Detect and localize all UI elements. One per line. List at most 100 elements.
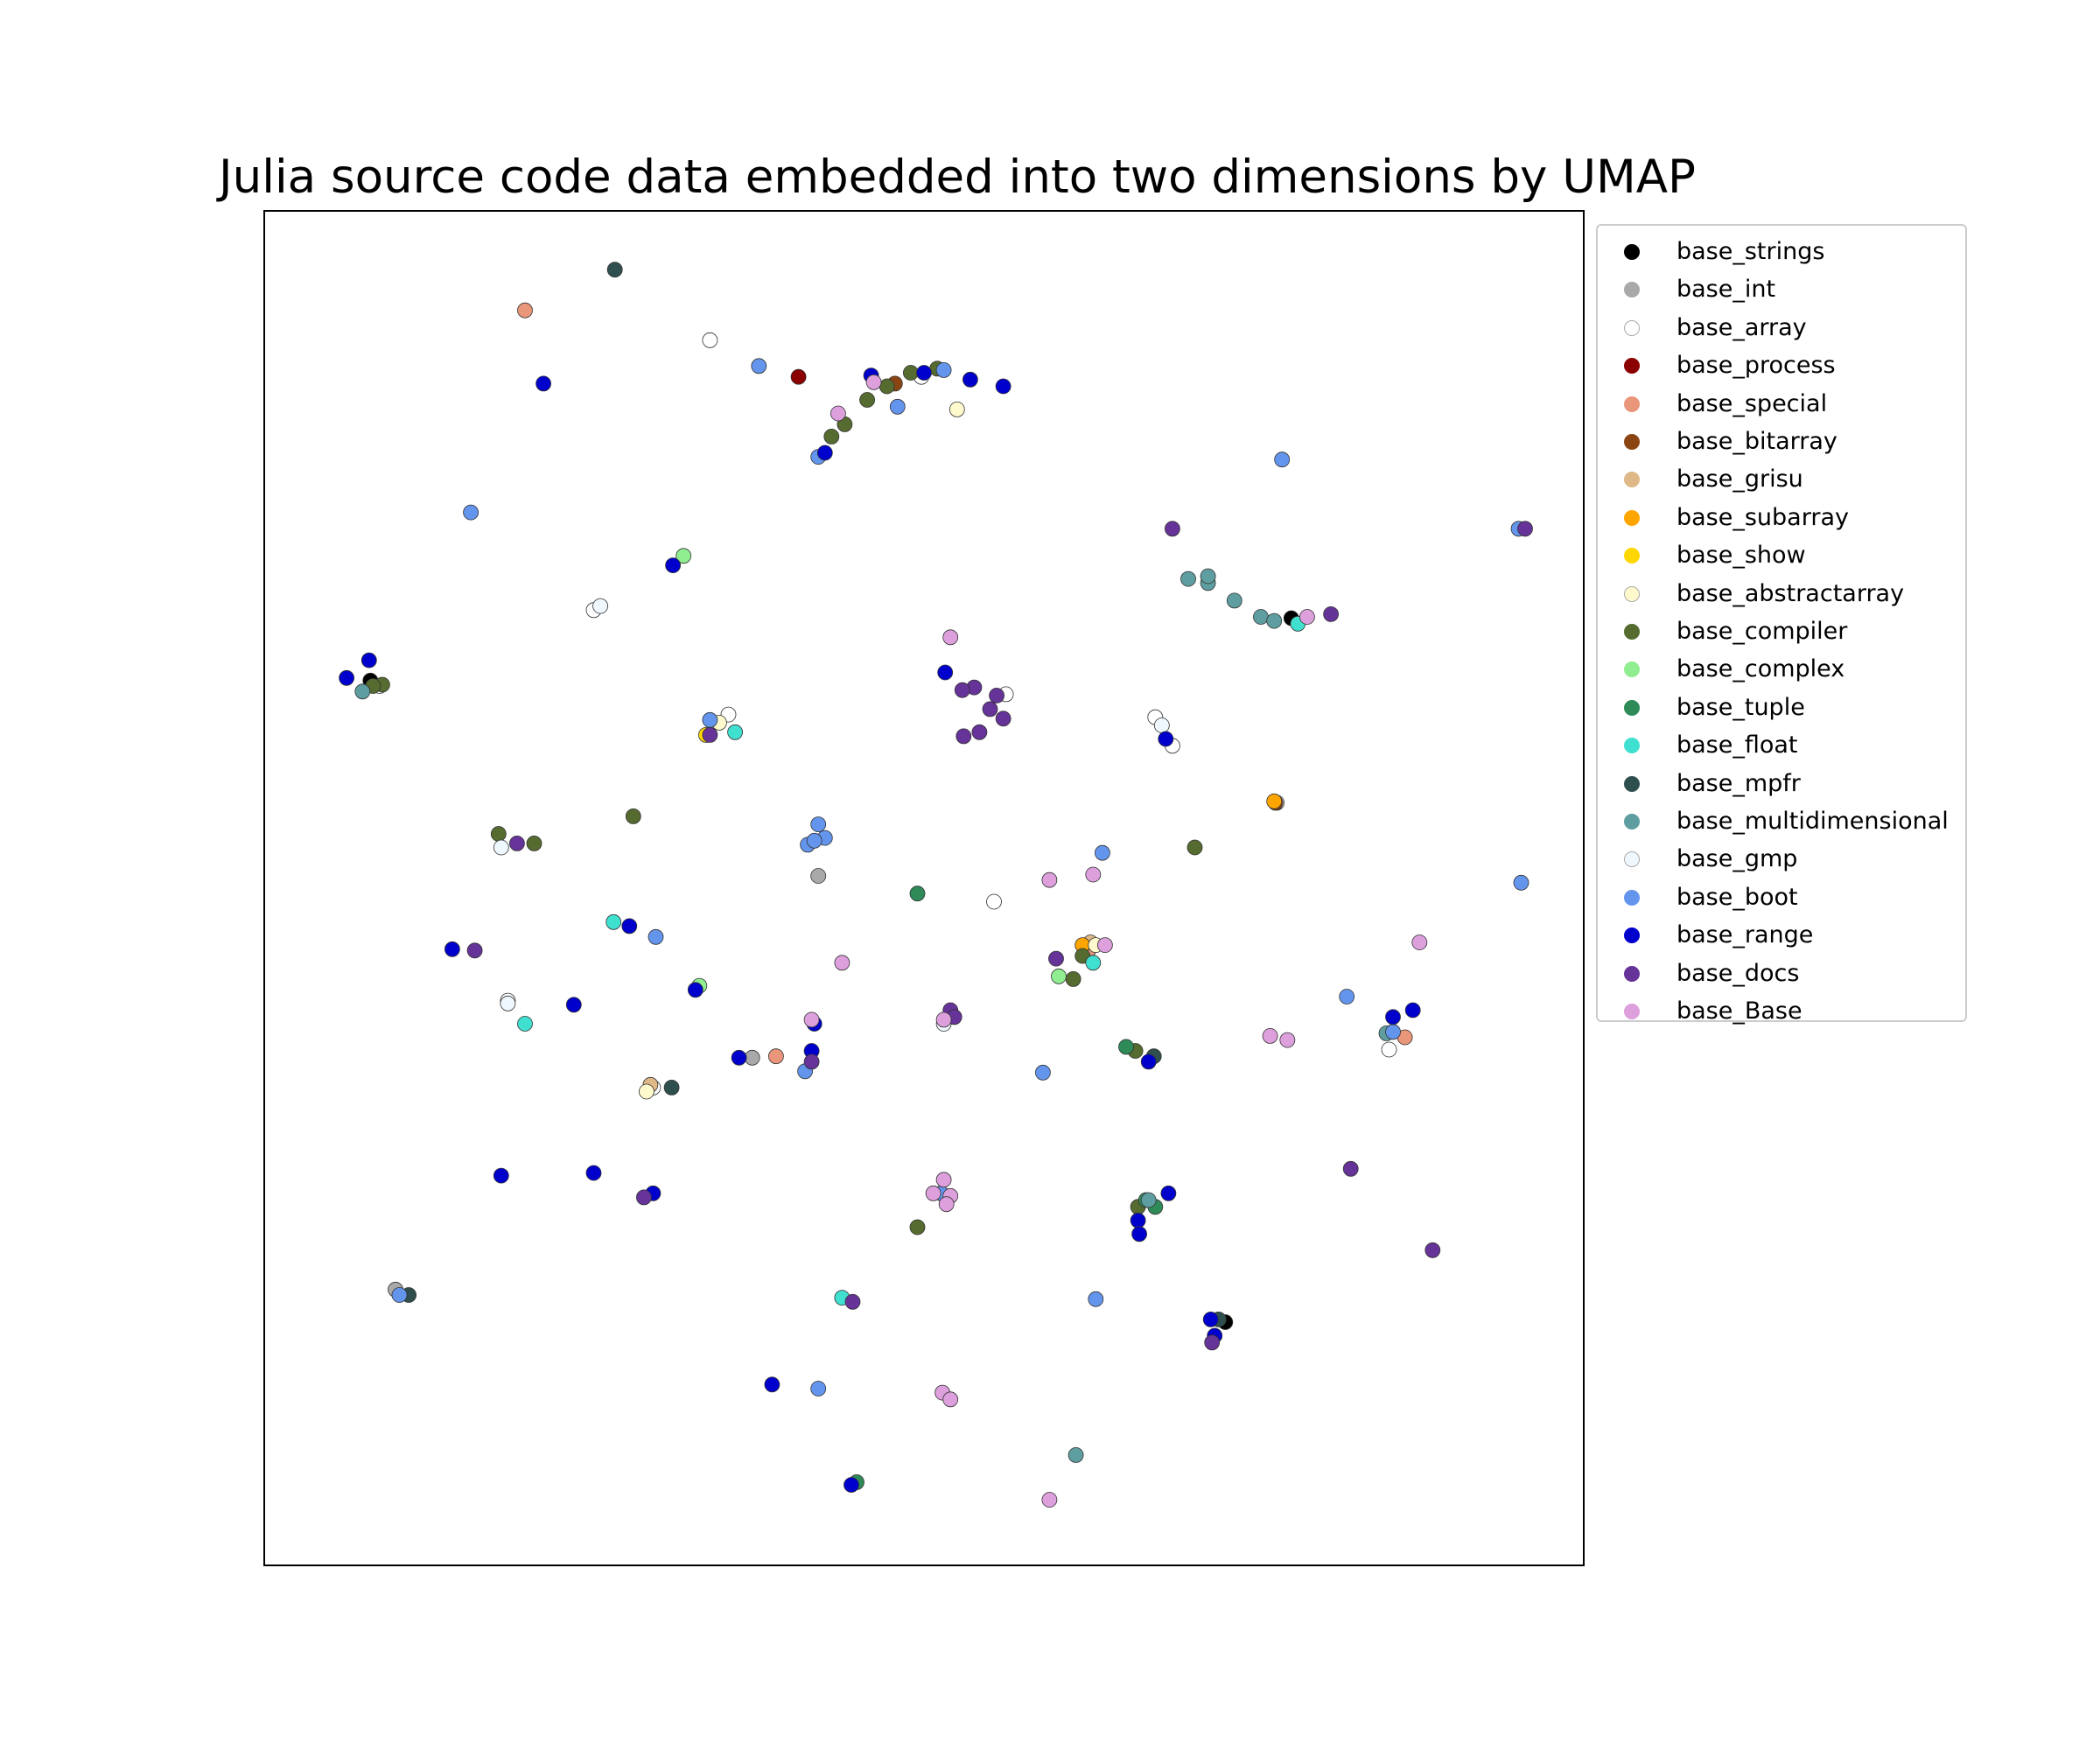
data-point-base_process-0 bbox=[790, 368, 807, 385]
legend-marker bbox=[1624, 624, 1640, 640]
legend-item-base_gmp: base_gmp bbox=[1598, 842, 1965, 879]
legend-marker bbox=[1624, 889, 1640, 906]
legend-label: base_abstractarray bbox=[1676, 579, 1905, 607]
legend-label: base_multidimensional bbox=[1676, 808, 1949, 835]
legend-item-base_compiler: base_compiler bbox=[1598, 614, 1965, 652]
legend-marker bbox=[1624, 282, 1640, 298]
data-point-base_docs-16 bbox=[1517, 521, 1533, 537]
series-base_process bbox=[790, 368, 807, 385]
data-point-base_boot-16 bbox=[1385, 1024, 1401, 1040]
data-point-base_Base-11 bbox=[925, 1185, 942, 1201]
legend-item-base_mpfr: base_mpfr bbox=[1598, 766, 1965, 804]
legend-item-base_array: base_array bbox=[1598, 311, 1965, 348]
data-point-base_range-0 bbox=[536, 375, 552, 392]
data-point-base_boot-21 bbox=[391, 1287, 408, 1303]
legend-item-base_boot: base_boot bbox=[1598, 880, 1965, 918]
data-point-base_range-5 bbox=[995, 378, 1012, 395]
data-point-base_range-28 bbox=[764, 1376, 780, 1393]
data-point-base_range-7 bbox=[360, 652, 377, 668]
legend-marker bbox=[1624, 396, 1640, 412]
data-point-base_boot-4 bbox=[751, 358, 767, 374]
data-point-base_Base-9 bbox=[1279, 1032, 1296, 1048]
data-point-base_Base-10 bbox=[1262, 1028, 1278, 1044]
legend-marker bbox=[1624, 1004, 1640, 1019]
legend-label: base_docs bbox=[1676, 959, 1800, 987]
data-point-base_docs-1 bbox=[982, 701, 998, 718]
legend-label: base_boot bbox=[1676, 883, 1798, 911]
series-base_range bbox=[339, 365, 1421, 1493]
legend-marker bbox=[1624, 965, 1640, 982]
data-point-base_range-23 bbox=[493, 1167, 509, 1184]
legend-label: base_bitarray bbox=[1676, 428, 1838, 455]
legend-label: base_tuple bbox=[1676, 693, 1805, 721]
data-point-base_docs-7 bbox=[508, 836, 525, 851]
data-point-base_multidimensional-3 bbox=[1253, 609, 1269, 625]
series-base_multidimensional bbox=[354, 568, 1395, 1463]
legend-marker bbox=[1624, 472, 1640, 488]
data-point-base_float-0 bbox=[606, 914, 622, 930]
legend-item-base_show: base_show bbox=[1598, 538, 1965, 576]
legend-label: base_special bbox=[1676, 389, 1828, 417]
legend-marker bbox=[1624, 358, 1640, 374]
legend-marker bbox=[1624, 775, 1640, 792]
data-point-base_gmp-0 bbox=[592, 598, 609, 614]
data-point-base_boot-17 bbox=[1088, 1291, 1104, 1307]
data-point-base_docs-2 bbox=[971, 724, 988, 740]
data-point-base_multidimensional-0 bbox=[1180, 570, 1196, 587]
data-point-base_abstractarray-2 bbox=[948, 401, 965, 417]
data-point-base_array-9 bbox=[986, 893, 1002, 910]
legend-item-base_float: base_float bbox=[1598, 728, 1965, 766]
data-point-base_boot-9 bbox=[806, 832, 822, 849]
data-point-base_docs-6 bbox=[466, 942, 483, 959]
legend-item-base_process: base_process bbox=[1598, 348, 1965, 386]
legend-item-base_subarray: base_subarray bbox=[1598, 500, 1965, 538]
legend-marker bbox=[1624, 814, 1640, 830]
data-point-base_range-20 bbox=[1160, 1185, 1177, 1201]
legend: base_strings base_int base_array base_proce… bbox=[1596, 224, 1967, 1025]
legend-marker bbox=[1624, 509, 1640, 526]
data-point-base_docs-18 bbox=[635, 1189, 652, 1206]
data-point-base_docs-9 bbox=[702, 727, 718, 743]
data-point-base_mpfr-1 bbox=[663, 1080, 680, 1096]
legend-marker bbox=[1624, 585, 1640, 602]
data-point-base_boot-6 bbox=[810, 816, 827, 832]
data-point-base_range-30 bbox=[1140, 1054, 1157, 1070]
data-point-base_int-0 bbox=[744, 1049, 760, 1066]
data-point-base_docs-14 bbox=[1424, 1242, 1441, 1258]
data-point-base_multidimensional-5 bbox=[1200, 568, 1216, 584]
data-point-base_range-21 bbox=[1130, 1212, 1146, 1228]
data-point-base_range-12 bbox=[621, 918, 638, 934]
data-point-base_docs-4 bbox=[956, 728, 972, 745]
legend-label: base_Base bbox=[1676, 998, 1802, 1025]
legend-label: base_subarray bbox=[1676, 503, 1849, 531]
data-point-base_tuple-0 bbox=[909, 886, 926, 902]
data-point-base_docs-11 bbox=[1048, 950, 1064, 967]
data-point-base_docs-17 bbox=[844, 1293, 861, 1310]
legend-item-base_abstractarray: base_abstractarray bbox=[1598, 577, 1965, 614]
data-point-base_range-10 bbox=[1158, 731, 1174, 747]
data-point-base_docs-3 bbox=[995, 710, 1012, 727]
legend-item-base_bitarray: base_bitarray bbox=[1598, 424, 1965, 462]
data-point-base_range-18 bbox=[1385, 1009, 1401, 1026]
data-point-base_float-5 bbox=[517, 1016, 533, 1032]
legend-item-base_tuple: base_tuple bbox=[1598, 690, 1965, 728]
data-point-base_boot-5 bbox=[702, 711, 718, 728]
data-point-base_int-1 bbox=[810, 868, 827, 884]
legend-label: base_complex bbox=[1676, 655, 1845, 683]
data-point-base_Base-8 bbox=[935, 1012, 952, 1028]
data-point-base_compiler-10 bbox=[1186, 839, 1203, 856]
legend-label: base_float bbox=[1676, 732, 1798, 760]
legend-label: base_grisu bbox=[1676, 466, 1803, 494]
data-point-base_Base-17 bbox=[1041, 1492, 1058, 1508]
plot-border bbox=[263, 210, 1585, 1566]
data-point-base_boot-10 bbox=[1095, 844, 1110, 861]
data-point-base_special-1 bbox=[768, 1048, 784, 1065]
legend-label: base_gmp bbox=[1676, 845, 1798, 873]
data-point-base_Base-18 bbox=[834, 955, 850, 971]
data-point-base_docs-5 bbox=[989, 688, 1004, 704]
legend-label: base_mpfr bbox=[1676, 769, 1801, 797]
data-point-base_boot-19 bbox=[935, 361, 952, 378]
data-point-base_multidimensional-4 bbox=[1266, 612, 1283, 629]
legend-item-base_int: base_int bbox=[1598, 272, 1965, 310]
series-base_compiler bbox=[365, 360, 1203, 1236]
